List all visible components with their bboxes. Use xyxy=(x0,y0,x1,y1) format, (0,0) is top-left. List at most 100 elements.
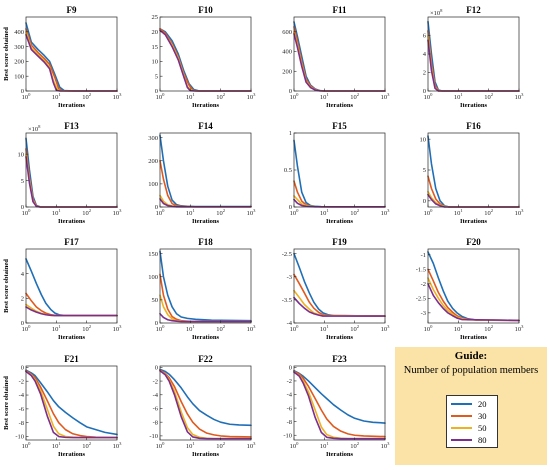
xtick-exponent: 0 xyxy=(28,208,31,213)
series-f9-50 xyxy=(25,30,118,92)
xtick-exponent: 3 xyxy=(119,208,122,213)
xtick-exponent: 3 xyxy=(119,92,122,97)
panel-title-f23: F23 xyxy=(332,354,347,364)
ytick-label-f23-5: 0 xyxy=(289,365,292,372)
xlabel-f22: Iterations xyxy=(192,451,220,458)
legend-swatch-30 xyxy=(451,415,472,417)
series-f23-50 xyxy=(293,371,386,440)
xtick-exponent: 0 xyxy=(28,92,31,97)
xtick-label-f12-3: 103 xyxy=(515,92,525,101)
series-f18-30 xyxy=(159,273,252,323)
xtick-exponent: 2 xyxy=(223,324,226,329)
ytick-label-f23-1: -8 xyxy=(287,419,292,426)
series-f9-80 xyxy=(25,33,118,92)
legend-item-80: 80 xyxy=(450,434,496,446)
ytick-label-f17-0: 0 xyxy=(21,320,24,327)
series-f10-50 xyxy=(159,29,252,92)
legend-label-50: 50 xyxy=(478,423,487,433)
xtick-exponent: 0 xyxy=(162,441,165,446)
axes-f14 xyxy=(159,132,252,208)
xtick-label-f12-1: 101 xyxy=(454,92,464,101)
ytick-label-f9-2: 200 xyxy=(14,59,24,66)
xtick-exponent: 1 xyxy=(326,92,329,97)
ytick-label-f22-0: -10 xyxy=(149,433,158,440)
xtick-exponent: 2 xyxy=(491,92,494,97)
series-f12-20 xyxy=(427,20,520,92)
ytick-label-f17-2: 4 xyxy=(21,271,25,278)
ylabel-f9: Best score obtained xyxy=(3,27,10,81)
xtick-exponent: 3 xyxy=(387,441,390,446)
series-f19-80 xyxy=(293,296,386,317)
xtick-label-f19-1: 101 xyxy=(320,324,330,333)
xtick-exponent: 3 xyxy=(387,324,390,329)
multiplier-exponent: 8 xyxy=(38,124,41,129)
legend-label-30: 30 xyxy=(478,411,487,421)
series-f13-80 xyxy=(25,155,118,208)
ytick-label-f23-3: -4 xyxy=(287,392,293,399)
xtick-exponent: 1 xyxy=(58,92,61,97)
ytick-label-f18-1: 50 xyxy=(152,297,159,304)
xtick-label-f21-1: 101 xyxy=(52,441,62,450)
legend-item-20: 20 xyxy=(450,398,496,410)
series-f14-30 xyxy=(159,159,252,208)
axes-f11 xyxy=(293,16,386,92)
xtick-label-f9-2: 102 xyxy=(82,92,92,101)
series-f23-30 xyxy=(293,370,386,438)
series-f23-80 xyxy=(293,371,386,440)
xtick-label-f12-2: 102 xyxy=(484,92,494,101)
xtick-label-f21-0: 100 xyxy=(22,441,32,450)
xtick-exponent: 3 xyxy=(253,92,256,97)
xtick-label-f17-0: 100 xyxy=(22,324,32,333)
axes-f9 xyxy=(25,16,118,92)
xtick-exponent: 0 xyxy=(28,441,31,446)
xtick-label-f16-1: 101 xyxy=(454,208,464,217)
ytick-label-f22-2: -6 xyxy=(153,406,159,413)
ytick-label-f10-0: 0 xyxy=(155,88,158,95)
axes-f15 xyxy=(293,132,386,208)
xtick-label-f11-0: 100 xyxy=(290,92,300,101)
xtick-exponent: 1 xyxy=(192,92,195,97)
xtick-exponent: 2 xyxy=(491,208,494,213)
ytick-label-f11-3: 600 xyxy=(282,29,292,36)
xlabel-f21: Iterations xyxy=(58,451,86,458)
panel-title-f9: F9 xyxy=(67,5,77,15)
series-f20-20 xyxy=(427,251,520,322)
ytick-label-f21-2: -6 xyxy=(19,406,25,413)
panel-title-f10: F10 xyxy=(198,5,213,15)
ytick-label-f10-2: 10 xyxy=(152,59,159,66)
ytick-label-f22-3: -4 xyxy=(153,392,159,399)
xlabel-f12: Iterations xyxy=(460,102,488,109)
ytick-label-f19-1: -3.5 xyxy=(282,297,292,304)
ytick-label-f19-0: -4 xyxy=(287,320,293,327)
ytick-label-f22-4: -2 xyxy=(153,378,158,385)
series-f18-20 xyxy=(159,250,252,322)
legend: 20 30 50 80 xyxy=(446,395,498,448)
xtick-label-f11-1: 101 xyxy=(320,92,330,101)
xtick-label-f13-3: 103 xyxy=(113,208,123,217)
xtick-exponent: 0 xyxy=(162,324,165,329)
guide-title: Guide: xyxy=(454,350,488,362)
ytick-label-f13-0: 0 xyxy=(21,204,24,211)
axes-f10 xyxy=(159,16,252,92)
ytick-label-f14-0: 0 xyxy=(155,204,158,211)
xtick-exponent: 2 xyxy=(89,92,92,97)
xtick-exponent: 1 xyxy=(460,324,463,329)
xtick-exponent: 2 xyxy=(357,324,360,329)
panel-title-f17: F17 xyxy=(64,237,79,247)
ytick-label-f9-1: 100 xyxy=(14,73,24,80)
multiplier-f12: ×108 xyxy=(430,8,443,17)
panel-title-f12: F12 xyxy=(466,5,481,15)
panel-title-f11: F11 xyxy=(332,5,347,15)
xtick-label-f22-0: 100 xyxy=(156,441,166,450)
ytick-label-f16-2: 10 xyxy=(420,136,427,143)
xtick-exponent: 2 xyxy=(357,92,360,97)
axes-f12 xyxy=(427,16,520,92)
series-f13-30 xyxy=(25,148,118,208)
xtick-label-f17-2: 102 xyxy=(82,324,92,333)
